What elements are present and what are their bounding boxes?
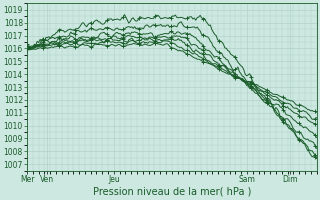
- X-axis label: Pression niveau de la mer( hPa ): Pression niveau de la mer( hPa ): [92, 187, 251, 197]
